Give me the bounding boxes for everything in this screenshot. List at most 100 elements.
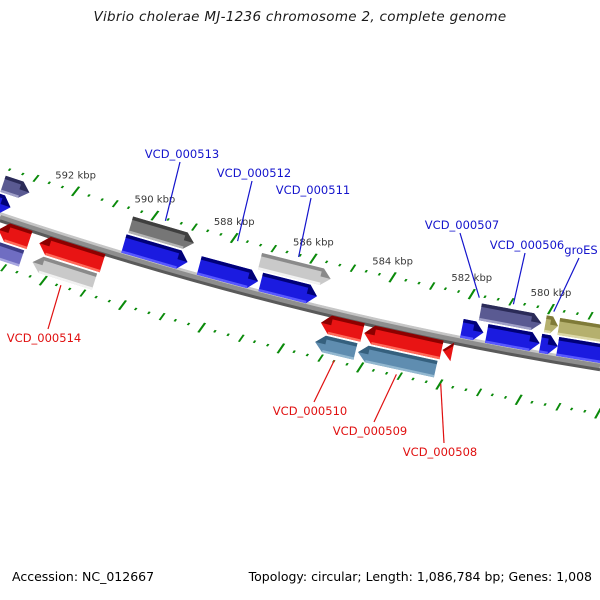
gene-bevel-top [0,186,11,208]
ruler-dot [377,272,382,276]
ruler-dot [60,185,65,189]
ruler-dot [490,393,494,397]
ruler-dot [384,371,389,375]
gene-bevel-bottom [196,272,248,289]
ruler-dot [483,295,487,299]
ruler-dot [205,229,210,233]
gene-label-VCD_000506: VCD_000506 [490,238,564,252]
ruler-tick [317,354,324,362]
ruler-dot [147,311,151,315]
ruler-tick [197,322,207,333]
ruler-dot [67,287,72,291]
label-leader-line [164,161,181,221]
ruler-dot [245,240,250,243]
ruler-dot [456,290,461,293]
gene-body [32,256,98,290]
ruler-dot [503,396,508,399]
ruler-dot [338,263,342,267]
ruler-tick [276,343,286,354]
gene-bevel-bottom [327,331,361,342]
gene-label-VCD_000509: VCD_000509 [333,424,407,438]
ruler-dot [562,310,566,313]
gene-bevel-top [546,315,558,327]
gene-bevel-top [541,333,558,347]
ruler-dot [94,295,98,299]
gene-body [121,234,188,269]
gene-bevel-bottom [371,341,441,360]
ruler-dot [371,369,376,372]
gene-body [557,318,600,347]
gene-label-VCD_000510: VCD_000510 [273,404,347,418]
ruler-tick [191,223,198,231]
ruler-dot [451,385,455,389]
gene-bevel-top [261,252,331,279]
gene-arrow [0,238,25,267]
label-leader-line [298,197,312,258]
axis-tick-label: 590 kbp [135,195,176,206]
ruler-dot [252,340,257,344]
ruler-dot [107,299,112,303]
ruler-dot [213,329,217,333]
gene-bevel-top [364,325,444,345]
gene-bevel-top [200,256,259,282]
gene-bevel-top [39,236,106,258]
gene-label-VCD_000507: VCD_000507 [425,218,499,232]
gene-arrow [121,234,188,269]
ruler-dot [87,194,91,197]
ruler-dot [575,312,580,315]
ruler-dot [364,269,368,273]
gene-arrow-VCD_000508 [442,342,455,362]
ruler-dot [47,181,52,185]
ruler-dot [285,250,289,254]
gene-bevel-bottom [538,350,548,355]
ruler-dot [298,253,302,257]
gene-arrow [484,324,540,351]
label-leader-line [440,383,445,444]
gene-bevel-top [262,272,317,297]
ruler-dot [464,388,468,392]
gene-bevel-bottom [321,349,355,360]
gene-arrow-VCD_000511 [257,252,331,286]
ruler-tick [0,264,8,272]
gene-arrow [0,175,30,198]
gene-bevel-bottom [365,360,435,378]
gene-bevel-top [320,315,365,327]
ruler-dot [569,407,574,411]
axis-tick-label: 592 kbp [55,170,96,181]
ruler-tick [594,408,600,419]
ruler-tick [111,200,119,208]
ruler-dot [265,343,270,347]
gene-body [364,325,444,360]
ruler-tick [514,394,523,406]
gene-bevel-top [442,342,455,351]
ruler-tick [70,186,81,197]
gene-bevel-bottom [460,335,474,341]
gene-bevel-top [4,175,30,193]
ruler-tick [38,275,48,286]
gene-arrow-VCD_000509 [364,325,444,360]
ruler-dot [54,283,59,287]
ruler-dot [20,172,25,176]
ruler-dot [173,318,178,322]
gene-body [196,256,259,289]
gene-body [258,272,317,304]
ruler-dot [258,243,263,247]
gene-arrow [0,186,11,214]
gene-bevel-bottom [484,340,530,351]
gene-bevel-bottom [556,353,600,367]
gene-arrow [0,223,33,250]
ruler-dot [126,206,131,210]
gene-bevel-top [487,324,540,344]
gene-bevel-top [125,234,188,263]
ruler-dot [292,350,296,354]
ruler-dot [424,380,428,384]
gene-bevel-top [315,335,358,347]
gene-bevel-top [0,238,25,254]
gene-body [128,216,194,249]
ruler-tick [555,402,562,411]
gene-arrow-VCD_000507 [460,318,484,341]
ruler-tick [309,253,318,264]
ruler-dot [543,403,547,406]
ruler-tick [388,272,397,283]
